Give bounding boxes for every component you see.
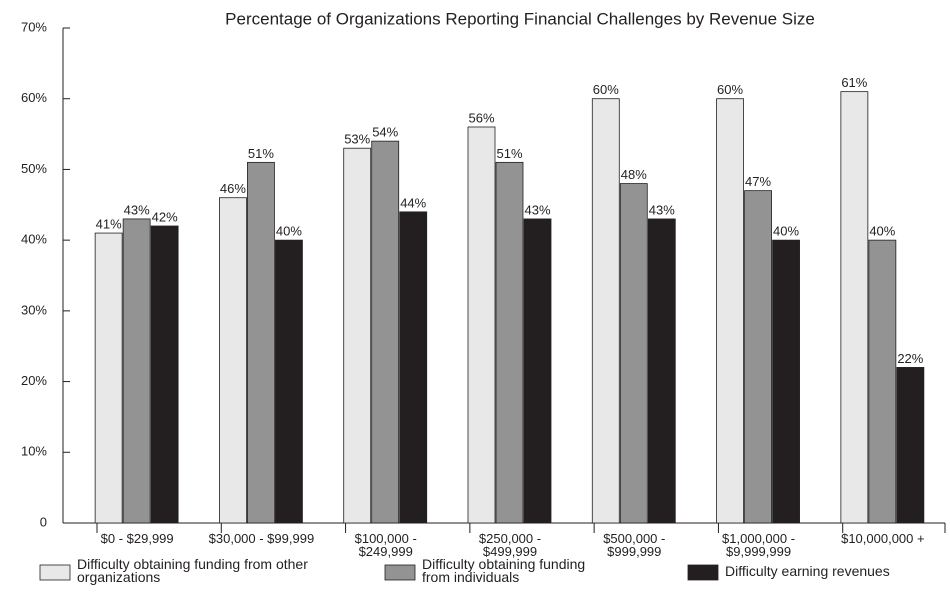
bar [772, 239, 800, 524]
legend-label: Difficulty earning revenues [725, 563, 890, 579]
bar [219, 197, 247, 524]
bar [371, 140, 400, 524]
bar [868, 239, 897, 524]
value-label: 51% [248, 146, 274, 161]
legend-label: Difficulty obtaining funding from other … [77, 556, 308, 585]
legend-swatch [384, 564, 416, 581]
value-label: 22% [897, 351, 923, 366]
bar [523, 218, 552, 524]
x-tick-label: $10,000,000 + [841, 531, 925, 546]
value-label: 43% [124, 202, 150, 217]
value-label: 44% [400, 195, 426, 210]
bar [247, 161, 275, 524]
y-tick-label: 40% [21, 232, 47, 247]
value-label: 46% [220, 181, 246, 196]
bar [716, 98, 744, 524]
value-label: 61% [841, 75, 867, 90]
bar [150, 225, 179, 524]
value-label: 40% [773, 224, 799, 239]
y-tick-label: 50% [21, 161, 47, 176]
value-label: 54% [372, 125, 398, 140]
bar [399, 211, 428, 524]
x-tick-label: $0 - $29,999 [100, 531, 174, 546]
value-label: 40% [276, 224, 302, 239]
x-tick-label: $500,000 - $999,999 [603, 531, 666, 559]
bar [275, 239, 303, 524]
bar [744, 190, 772, 524]
value-label: 43% [649, 202, 675, 217]
value-label: 47% [745, 174, 771, 189]
value-label: 56% [468, 110, 494, 125]
value-label: 53% [344, 132, 370, 147]
bar [647, 218, 676, 524]
legend-swatch [39, 564, 71, 581]
y-tick-label: 0 [40, 514, 47, 529]
x-tick-label: $1,000,000 - $9,999,999 [722, 531, 796, 559]
bar [619, 183, 648, 524]
y-tick-label: 30% [21, 302, 47, 317]
value-label: 48% [621, 167, 647, 182]
bar [343, 147, 372, 524]
bar [467, 126, 496, 524]
value-label: 60% [593, 82, 619, 97]
bar [591, 98, 620, 524]
legend-swatch [687, 564, 719, 581]
y-tick-label: 70% [21, 19, 47, 34]
x-tick-label: $30,000 - $99,999 [208, 531, 315, 546]
value-label: 51% [496, 146, 522, 161]
chart-title: Percentage of Organizations Reporting Fi… [225, 9, 815, 28]
x-tick-label: $100,000 - $249,999 [354, 531, 417, 559]
value-label: 60% [717, 82, 743, 97]
bar [840, 91, 869, 524]
bar [94, 232, 123, 524]
value-label: 42% [152, 209, 178, 224]
value-label: 40% [869, 224, 895, 239]
y-tick-label: 60% [21, 90, 47, 105]
y-tick-label: 10% [21, 444, 47, 459]
y-tick-label: 20% [21, 373, 47, 388]
value-label: 43% [524, 202, 550, 217]
bar [122, 218, 151, 524]
bar [495, 161, 524, 524]
value-label: 41% [96, 217, 122, 232]
x-tick-label: $250,000 - $499,999 [478, 531, 542, 559]
legend-label: Difficulty obtaining funding from indivi… [422, 556, 586, 585]
bar [896, 367, 925, 524]
